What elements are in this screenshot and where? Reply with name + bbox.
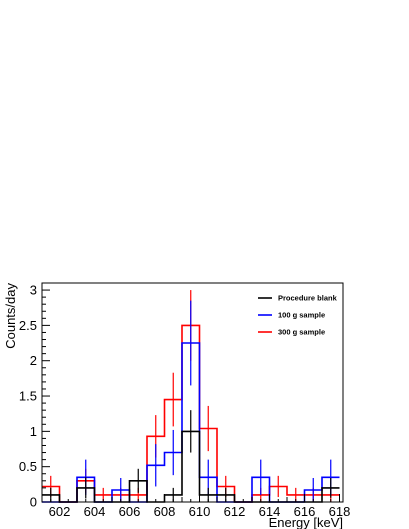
y-axis-title: Counts/day — [3, 283, 18, 349]
y-tick-label: 3 — [30, 283, 37, 298]
y-tick-label: 0 — [30, 495, 37, 510]
legend: Procedure blank 100 g sample 300 g sample — [258, 294, 338, 337]
x-tick-label: 618 — [329, 504, 351, 519]
legend-label: 100 g sample — [278, 311, 325, 320]
x-tick-label: 608 — [154, 504, 176, 519]
series-procedure-blank — [42, 410, 340, 503]
y-tick-label: 1 — [30, 424, 37, 439]
legend-label: Procedure blank — [278, 294, 338, 303]
x-tick-label: 604 — [84, 504, 106, 519]
legend-label: 300 g sample — [278, 328, 325, 337]
x-tick-label: 606 — [119, 504, 141, 519]
plot-area — [42, 290, 340, 503]
plot-frame — [41, 282, 344, 503]
y-tick-label: 0.5 — [19, 459, 37, 474]
axes: 602 604 606 608 610 612 614 616 618 0 0.5 1 1.5 2 2.5 3 — [19, 282, 351, 519]
x-tick-label: 610 — [189, 504, 211, 519]
x-tick-label: 614 — [259, 504, 281, 519]
x-tick-label: 612 — [224, 504, 246, 519]
y-tick-label: 2 — [30, 353, 37, 368]
y-tick-label: 1.5 — [19, 389, 37, 404]
x-tick-label: 616 — [294, 504, 316, 519]
x-tick-label: 602 — [49, 504, 71, 519]
y-tick-label: 2.5 — [19, 318, 37, 333]
x-axis-title: Energy [keV] — [269, 515, 343, 529]
